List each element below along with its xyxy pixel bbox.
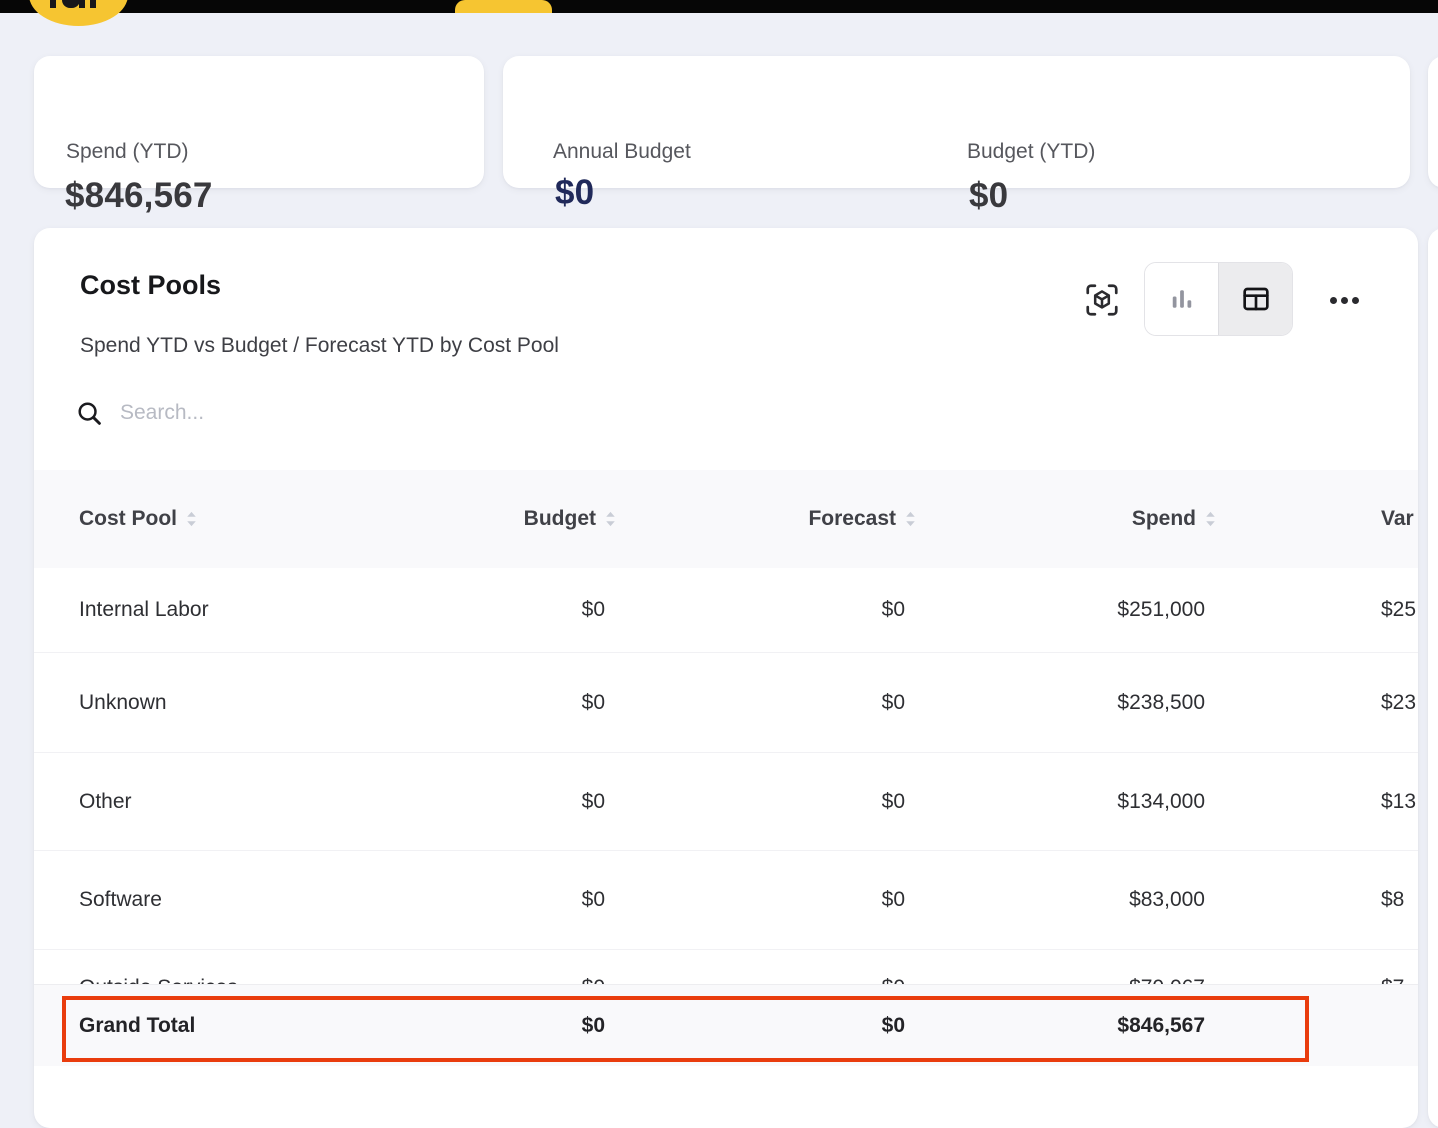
cell-cost-pool: Unknown <box>79 690 167 714</box>
cell-forecast: $0 <box>881 690 905 714</box>
cell-cost-pool: Internal Labor <box>79 598 209 621</box>
cost-pools-card: Cost Pools Spend YTD vs Budget / Forecas… <box>34 228 1418 1128</box>
topbar <box>0 0 1438 26</box>
sort-icon <box>185 511 198 527</box>
cell-spend: $83,000 <box>1129 888 1205 911</box>
grand-total-budget: $0 <box>581 1013 605 1037</box>
grand-total-forecast: $0 <box>881 1013 905 1037</box>
cell-budget: $0 <box>581 888 605 911</box>
sort-icon <box>1204 511 1217 527</box>
bar-chart-icon <box>1167 284 1197 314</box>
annual-budget-value: $0 <box>555 173 595 212</box>
spend-ytd-value: $846,567 <box>65 176 213 215</box>
search-bar <box>76 390 676 436</box>
cell-spend: $251,000 <box>1117 598 1205 621</box>
table-row[interactable]: Internal Labor $0 $0 $251,000 $25 <box>34 568 1418 652</box>
card-subtitle: Spend YTD vs Budget / Forecast YTD by Co… <box>80 334 559 357</box>
table-row[interactable]: Unknown $0 $0 $238,500 $23 <box>34 652 1418 752</box>
column-header-spend[interactable]: Spend <box>34 470 1217 568</box>
cube-scan-button[interactable] <box>1080 278 1124 322</box>
column-header-variance[interactable]: Var <box>1381 507 1414 530</box>
budget-ytd-label: Budget (YTD) <box>967 140 1096 163</box>
view-toggle <box>1144 262 1293 336</box>
cell-variance: $23 <box>1381 690 1417 714</box>
budget-ytd-value: $0 <box>969 176 1009 215</box>
column-header-forecast[interactable]: Forecast <box>34 470 917 568</box>
table-row[interactable]: Other $0 $0 $134,000 $13 <box>34 752 1418 850</box>
table-header: Cost Pool Budget Forecast Spend Var <box>34 470 1418 568</box>
search-icon <box>76 400 103 427</box>
table-body: Internal Labor $0 $0 $251,000 $25 Unknow… <box>34 568 1418 1048</box>
annual-budget-label: Annual Budget <box>553 140 691 163</box>
cell-spend: $134,000 <box>1117 789 1205 813</box>
cell-forecast: $0 <box>881 789 905 813</box>
cell-cost-pool: Software <box>79 888 162 911</box>
more-options-button[interactable] <box>1316 286 1372 314</box>
table-view-button[interactable] <box>1218 263 1292 335</box>
ellipsis-icon <box>1329 296 1337 304</box>
cell-budget: $0 <box>581 789 605 813</box>
cell-spend: $238,500 <box>1117 690 1205 714</box>
cell-cost-pool: Other <box>79 789 132 813</box>
cell-budget: $0 <box>581 690 605 714</box>
next-card-peek-main <box>1428 228 1438 1128</box>
budget-summary-card: Annual Budget $0 Budget (YTD) $0 <box>503 56 1410 215</box>
cell-forecast: $0 <box>881 598 905 621</box>
column-header-cost-pool[interactable]: Cost Pool <box>79 470 198 568</box>
sort-icon <box>904 511 917 527</box>
brand-logo[interactable] <box>29 0 128 26</box>
spend-ytd-card: Spend (YTD) $846,567 <box>34 56 484 215</box>
cell-variance: $8 <box>1381 888 1405 911</box>
cell-variance: $25 <box>1381 598 1417 621</box>
topbar-active-tab-indicator[interactable] <box>455 0 552 13</box>
table-row[interactable]: Software $0 $0 $83,000 $8 <box>34 850 1418 949</box>
cell-variance: $13 <box>1381 789 1417 813</box>
grand-total-row[interactable]: Grand Total $0 $0 $846,567 <box>34 984 1418 1066</box>
cell-forecast: $0 <box>881 888 905 911</box>
page-title: Cost Pools <box>80 270 222 300</box>
bar-chart-view-button[interactable] <box>1145 263 1218 335</box>
grand-total-spend: $846,567 <box>1117 1013 1205 1037</box>
cube-scan-icon <box>1083 281 1121 319</box>
table-icon <box>1240 283 1272 315</box>
sort-icon <box>604 511 617 527</box>
cell-budget: $0 <box>581 598 605 621</box>
search-input[interactable] <box>120 401 580 425</box>
next-card-peek-top <box>1428 56 1438 188</box>
column-header-budget[interactable]: Budget <box>34 470 617 568</box>
spend-ytd-label: Spend (YTD) <box>66 140 189 163</box>
grand-total-label: Grand Total <box>79 1013 196 1037</box>
